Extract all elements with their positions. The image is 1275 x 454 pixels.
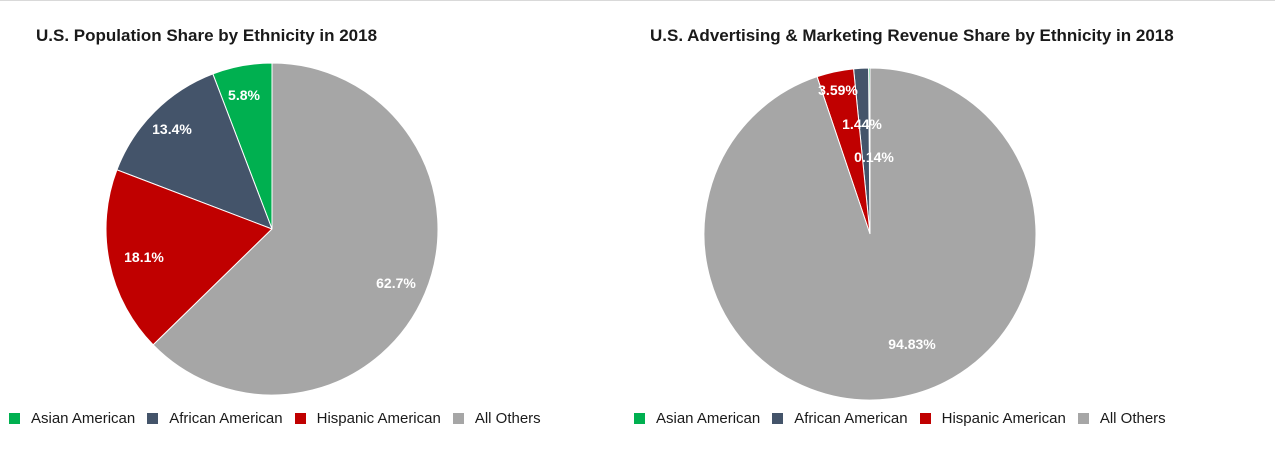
data-label-african-american: 13.4% — [152, 121, 192, 137]
pie-slice-hispanic-american — [105, 169, 273, 346]
legend-item-all-others: All Others — [1077, 410, 1166, 427]
chart-legend: Asian American African American Hispanic… — [9, 410, 553, 427]
legend-label: Hispanic American — [941, 410, 1066, 427]
top-divider — [0, 0, 1275, 1]
legend-item-asian-american: Asian American — [9, 410, 135, 427]
revenue-chart-panel: U.S. Advertising & Marketing Revenue Sha… — [620, 0, 1275, 454]
legend-label: African American — [794, 410, 908, 427]
data-label-african-american: 1.44% — [842, 116, 882, 132]
legend-swatch-all-others — [1077, 413, 1089, 424]
pie-slice-all-others — [703, 67, 1037, 401]
population-pie-chart: 5.8% 13.4% 18.1% 62.7% — [105, 62, 439, 396]
legend-item-african-american: African American — [147, 410, 283, 427]
legend-item-hispanic-american: Hispanic American — [294, 410, 441, 427]
legend-item-all-others: All Others — [452, 410, 541, 427]
legend-label: All Others — [1099, 410, 1166, 427]
legend-label: Hispanic American — [316, 410, 441, 427]
legend-item-asian-american: Asian American — [634, 410, 760, 427]
legend-item-hispanic-american: Hispanic American — [919, 410, 1066, 427]
pie-slice-african-american — [116, 73, 273, 230]
legend-swatch-all-others — [452, 413, 464, 424]
data-label-hispanic-american: 18.1% — [124, 249, 164, 265]
legend-item-african-american: African American — [772, 410, 908, 427]
legend-swatch-asian-american — [634, 413, 645, 424]
data-label-asian-american: 5.8% — [228, 87, 260, 103]
legend-label: African American — [169, 410, 283, 427]
legend-label: Asian American — [31, 410, 136, 427]
chart-title: U.S. Advertising & Marketing Revenue Sha… — [650, 26, 1174, 45]
data-label-asian-american: 0.14% — [854, 149, 894, 165]
revenue-pie-chart: 0.14% 1.44% 3.59% 94.83% — [703, 67, 1037, 401]
legend-swatch-hispanic-american — [294, 413, 306, 424]
legend-swatch-african-american — [772, 413, 784, 424]
chart-title: U.S. Population Share by Ethnicity in 20… — [36, 26, 378, 45]
legend-swatch-african-american — [147, 413, 159, 424]
population-chart-panel: U.S. Population Share by Ethnicity in 20… — [0, 0, 620, 454]
data-label-all-others: 62.7% — [376, 275, 416, 291]
chart-legend: Asian American African American Hispanic… — [634, 410, 1178, 427]
data-label-hispanic-american: 3.59% — [818, 82, 858, 98]
legend-swatch-hispanic-american — [919, 413, 931, 424]
legend-label: Asian American — [656, 410, 761, 427]
data-label-all-others: 94.83% — [888, 336, 936, 352]
legend-label: All Others — [474, 410, 541, 427]
pie-slice-all-others — [152, 62, 439, 396]
legend-swatch-asian-american — [9, 413, 20, 424]
